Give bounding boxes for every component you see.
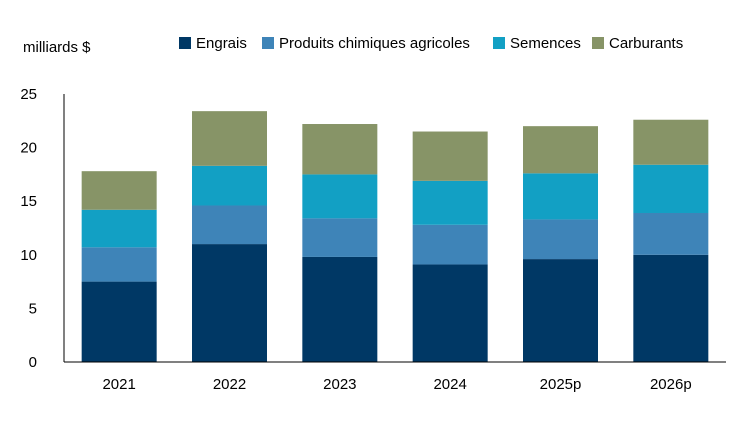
x-tick-label: 2024 xyxy=(433,376,466,393)
x-tick-label: 2022 xyxy=(213,376,246,393)
bar-segment-semences xyxy=(192,165,267,206)
bar-segment-produits-chimiques-agricoles xyxy=(633,212,709,255)
bar-segment-engrais xyxy=(192,244,267,362)
bar-segment-engrais xyxy=(633,254,709,362)
y-tick-label: 25 xyxy=(20,86,37,103)
bar-segment-engrais xyxy=(412,264,488,362)
bar-segment-semences xyxy=(412,180,488,225)
legend: Engrais Produits chimiques agricoles Semen… xyxy=(179,35,683,52)
legend-label: Engrais xyxy=(196,35,247,52)
bar-segment-semences xyxy=(302,174,378,219)
bar-segment-carburants xyxy=(523,126,598,174)
bars xyxy=(81,111,709,362)
bar-segment-carburants xyxy=(302,124,378,175)
bar-segment-semences xyxy=(633,164,709,213)
bar-segment-semences xyxy=(81,209,157,248)
legend-swatch xyxy=(592,37,604,49)
bar-segment-carburants xyxy=(412,131,488,181)
bar-segment-carburants xyxy=(192,111,267,166)
bar-segment-carburants xyxy=(633,119,709,165)
legend-swatch xyxy=(493,37,505,49)
legend-swatch xyxy=(179,37,191,49)
x-tick-label: 2023 xyxy=(323,376,356,393)
y-tick-label: 20 xyxy=(20,140,37,157)
x-tick-label: 2021 xyxy=(102,376,135,393)
bar-segment-produits-chimiques-agricoles xyxy=(302,218,378,257)
legend-label: Carburants xyxy=(609,35,683,52)
bar-segment-engrais xyxy=(523,259,598,362)
y-axis: 0 5 10 15 20 25 xyxy=(20,86,37,371)
y-tick-label: 10 xyxy=(20,247,37,264)
legend-label: Semences xyxy=(510,35,581,52)
bar-segment-semences xyxy=(523,173,598,220)
y-tick-label: 5 xyxy=(29,300,37,317)
legend-label: Produits chimiques agricoles xyxy=(279,35,470,52)
x-axis: 2021 2022 2023 2024 2025p 2026p xyxy=(102,376,691,393)
bar-segment-engrais xyxy=(81,281,157,362)
bar-segment-engrais xyxy=(302,256,378,362)
bar-segment-carburants xyxy=(81,171,157,210)
bar-segment-produits-chimiques-agricoles xyxy=(192,205,267,245)
x-tick-label: 2026p xyxy=(650,376,692,393)
legend-swatch xyxy=(262,37,274,49)
y-tick-label: 15 xyxy=(20,193,37,210)
axis-lines xyxy=(63,94,726,363)
y-axis-label: milliards $ xyxy=(23,39,91,56)
bar-segment-produits-chimiques-agricoles xyxy=(81,247,157,282)
x-tick-label: 2025p xyxy=(540,376,582,393)
bar-segment-produits-chimiques-agricoles xyxy=(412,224,488,265)
bar-segment-produits-chimiques-agricoles xyxy=(523,219,598,260)
y-tick-label: 0 xyxy=(29,354,37,371)
